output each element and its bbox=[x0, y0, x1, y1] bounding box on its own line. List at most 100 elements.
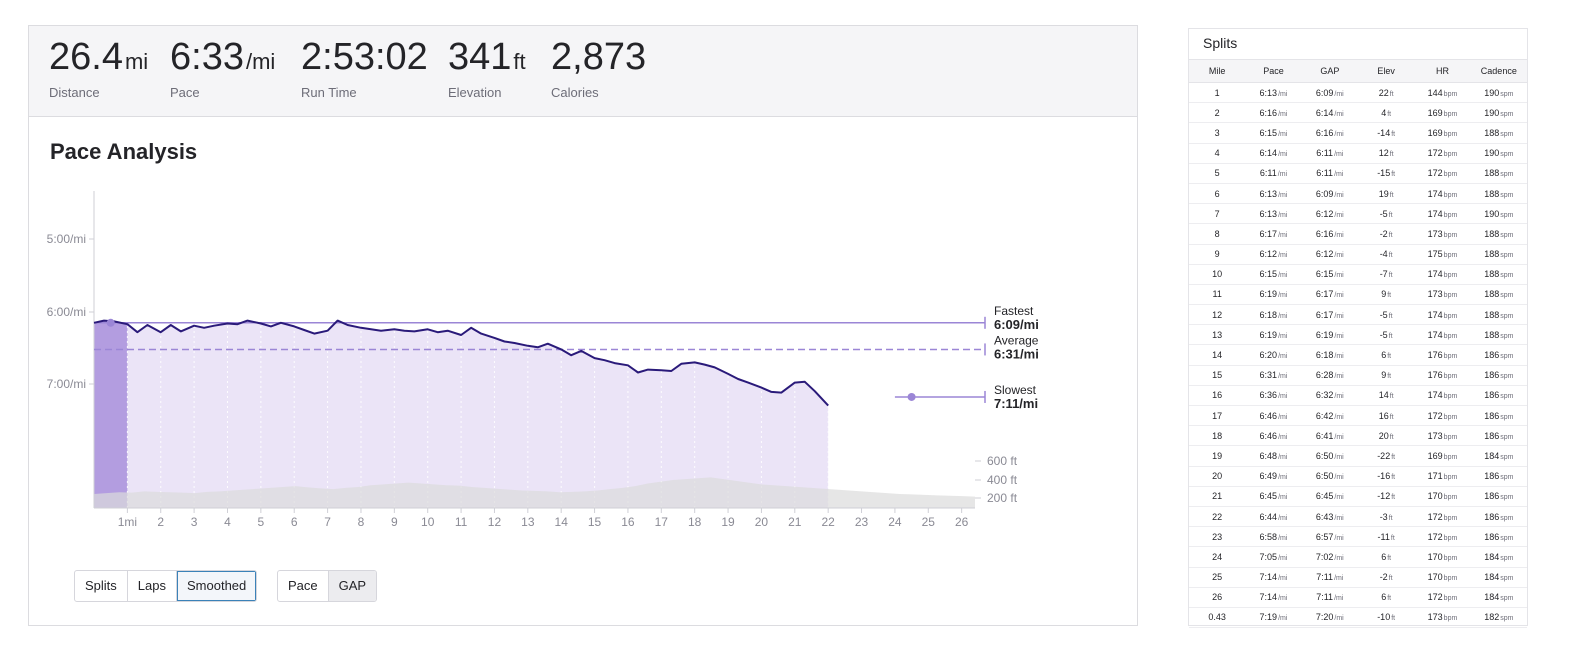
x-tick-label: 9 bbox=[391, 515, 398, 529]
table-row[interactable]: 5 6:11/mi 6:11/mi -15ft 172bpm 188spm bbox=[1189, 163, 1527, 184]
gap-cell-unit: /mi bbox=[1334, 393, 1344, 401]
mile-cell: 25 bbox=[1189, 567, 1246, 588]
pace-cell-unit: /mi bbox=[1278, 312, 1288, 320]
elev-cell-unit: ft bbox=[1387, 353, 1392, 361]
pace-metric-button[interactable]: Pace bbox=[278, 571, 329, 601]
x-tick-label: 19 bbox=[721, 515, 735, 529]
elev-cell-unit: ft bbox=[1387, 292, 1392, 300]
mile-cell: 0.43 bbox=[1189, 607, 1246, 629]
pace-cell-value: 7:14 bbox=[1259, 592, 1278, 603]
col-hr[interactable]: HR bbox=[1414, 59, 1471, 83]
table-row[interactable]: 9 6:12/mi 6:12/mi -4ft 175bpm 188spm bbox=[1189, 244, 1527, 265]
cadence-cell: 188spm bbox=[1470, 244, 1527, 265]
col-pace[interactable]: Pace bbox=[1245, 59, 1302, 83]
pace-cell-unit: /mi bbox=[1278, 292, 1288, 300]
view-toggle-group: Splits Laps Smoothed bbox=[74, 570, 258, 602]
col-gap[interactable]: GAP bbox=[1301, 59, 1358, 83]
table-row[interactable]: 12 6:18/mi 6:17/mi -5ft 174bpm 188spm bbox=[1189, 304, 1527, 326]
mile-cell: 24 bbox=[1189, 546, 1246, 568]
table-row[interactable]: 25 7:14/mi 7:11/mi -2ft 170bpm 184spm bbox=[1189, 567, 1527, 588]
hr-cell-unit: bpm bbox=[1443, 151, 1458, 159]
table-row[interactable]: 26 7:14/mi 7:11/mi 6ft 172bpm 184spm bbox=[1189, 587, 1527, 608]
stat-distance: 26.4mi Distance bbox=[49, 36, 148, 100]
table-row[interactable]: 4 6:14/mi 6:11/mi 12ft 172bpm 190spm bbox=[1189, 143, 1527, 164]
cadence-cell-value: 188 bbox=[1484, 289, 1500, 300]
pace-cell: 6:15/mi bbox=[1245, 264, 1302, 285]
pace-cell-unit: /mi bbox=[1278, 554, 1288, 562]
table-row[interactable]: 2 6:16/mi 6:14/mi 4ft 169bpm 190spm bbox=[1189, 102, 1527, 124]
mile-cell-value: 9 bbox=[1214, 249, 1220, 260]
col-elev[interactable]: Elev bbox=[1357, 59, 1415, 83]
elev-cell: -5ft bbox=[1357, 304, 1415, 326]
table-row[interactable]: 19 6:48/mi 6:50/mi -22ft 169bpm 184spm bbox=[1189, 445, 1527, 467]
table-row[interactable]: 17 6:46/mi 6:42/mi 16ft 172bpm 186spm bbox=[1189, 405, 1527, 427]
col-cadence[interactable]: Cadence bbox=[1470, 59, 1527, 83]
table-row[interactable]: 16 6:36/mi 6:32/mi 14ft 174bpm 186spm bbox=[1189, 385, 1527, 407]
elev-cell: 16ft bbox=[1357, 405, 1415, 427]
gap-cell-value: 6:32 bbox=[1315, 390, 1334, 401]
elev-cell: -4ft bbox=[1357, 244, 1415, 265]
cadence-cell: 184spm bbox=[1470, 445, 1527, 467]
hr-cell-value: 171 bbox=[1427, 471, 1443, 482]
gap-metric-button[interactable]: GAP bbox=[328, 571, 377, 601]
cadence-cell-value: 188 bbox=[1484, 228, 1500, 239]
cadence-cell-unit: spm bbox=[1500, 514, 1514, 522]
table-row[interactable]: 8 6:17/mi 6:16/mi -2ft 173bpm 188spm bbox=[1189, 223, 1527, 245]
mile-cell: 15 bbox=[1189, 365, 1246, 386]
cadence-cell-unit: spm bbox=[1500, 453, 1514, 461]
cadence-cell-unit: spm bbox=[1500, 494, 1514, 502]
table-row[interactable]: 0.43 7:19/mi 7:20/mi -10ft 173bpm 182spm bbox=[1189, 607, 1527, 629]
y-tick-label: 5:00/mi bbox=[47, 232, 86, 246]
gap-cell: 7:20/mi bbox=[1301, 607, 1358, 629]
table-row[interactable]: 24 7:05/mi 7:02/mi 6ft 170bpm 184spm bbox=[1189, 546, 1527, 568]
table-row[interactable]: 3 6:15/mi 6:16/mi -14ft 169bpm 188spm bbox=[1189, 122, 1527, 144]
average-value: 6:31/mi bbox=[994, 346, 1039, 361]
cadence-cell-value: 188 bbox=[1484, 249, 1500, 260]
pace-cell: 6:44/mi bbox=[1245, 506, 1302, 528]
pace-cell-value: 6:13 bbox=[1259, 208, 1278, 219]
table-row[interactable]: 18 6:46/mi 6:41/mi 20ft 173bpm 186spm bbox=[1189, 425, 1527, 447]
pace-line[interactable] bbox=[93, 319, 829, 407]
table-row[interactable]: 15 6:31/mi 6:28/mi 9ft 176bpm 186spm bbox=[1189, 365, 1527, 386]
elev-cell-unit: ft bbox=[1391, 171, 1396, 179]
table-row[interactable]: 21 6:45/mi 6:45/mi -12ft 170bpm 186spm bbox=[1189, 486, 1527, 507]
laps-view-button[interactable]: Laps bbox=[128, 571, 177, 601]
mile-cell-value: 8 bbox=[1214, 228, 1220, 239]
table-row[interactable]: 13 6:19/mi 6:19/mi -5ft 174bpm 188spm bbox=[1189, 324, 1527, 346]
table-row[interactable]: 14 6:20/mi 6:18/mi 6ft 176bpm 186spm bbox=[1189, 344, 1527, 366]
x-tick-label: 8 bbox=[358, 515, 365, 529]
hr-cell-value: 170 bbox=[1427, 572, 1443, 583]
fastest-dot[interactable] bbox=[106, 318, 115, 327]
splits-view-button[interactable]: Splits bbox=[75, 571, 128, 601]
mile-cell: 1 bbox=[1189, 82, 1246, 104]
slowest-dot[interactable] bbox=[907, 392, 916, 401]
hr-cell-unit: bpm bbox=[1443, 332, 1458, 340]
gap-cell: 6:43/mi bbox=[1301, 506, 1358, 528]
cadence-cell-unit: spm bbox=[1500, 292, 1514, 300]
pace-cell-value: 6:44 bbox=[1259, 511, 1278, 522]
mile-cell-value: 3 bbox=[1214, 127, 1220, 138]
table-row[interactable]: 10 6:15/mi 6:15/mi -7ft 174bpm 188spm bbox=[1189, 264, 1527, 285]
pace-cell-unit: /mi bbox=[1278, 494, 1288, 502]
hr-cell: 172bpm bbox=[1414, 587, 1471, 608]
stat-calories-value: 2,873 bbox=[551, 36, 647, 78]
hr-cell-value: 173 bbox=[1427, 612, 1443, 623]
col-mile[interactable]: Mile bbox=[1189, 59, 1246, 83]
table-row[interactable]: 20 6:49/mi 6:50/mi -16ft 171bpm 186spm bbox=[1189, 466, 1527, 487]
cadence-cell-value: 186 bbox=[1484, 350, 1500, 361]
table-row[interactable]: 23 6:58/mi 6:57/mi -11ft 172bpm 186spm bbox=[1189, 526, 1527, 548]
pace-cell-value: 6:18 bbox=[1259, 309, 1278, 320]
smoothed-view-button[interactable]: Smoothed bbox=[177, 571, 257, 601]
elev-cell-unit: ft bbox=[1389, 90, 1394, 98]
table-row[interactable]: 22 6:44/mi 6:43/mi -3ft 172bpm 186spm bbox=[1189, 506, 1527, 528]
elev-cell-value: -5 bbox=[1379, 208, 1388, 219]
cadence-cell-value: 182 bbox=[1484, 612, 1500, 623]
highlight-mile-1[interactable] bbox=[94, 320, 128, 508]
table-row[interactable]: 7 6:13/mi 6:12/mi -5ft 174bpm 190spm bbox=[1189, 203, 1527, 225]
table-row[interactable]: 6 6:13/mi 6:09/mi 19ft 174bpm 188spm bbox=[1189, 183, 1527, 205]
table-row[interactable]: 11 6:19/mi 6:17/mi 9ft 173bpm 188spm bbox=[1189, 284, 1527, 306]
table-row[interactable]: 1 6:13/mi 6:09/mi 22ft 144bpm 190spm bbox=[1189, 82, 1527, 104]
pace-cell: 6:48/mi bbox=[1245, 445, 1302, 467]
gap-cell-unit: /mi bbox=[1334, 413, 1344, 421]
